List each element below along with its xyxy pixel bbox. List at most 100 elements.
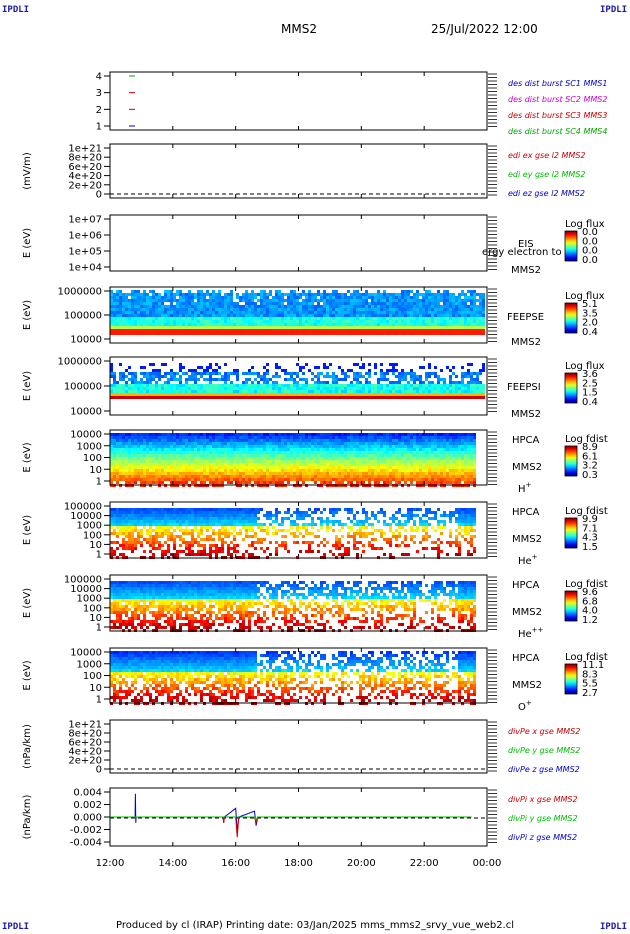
heatmap-cell [410, 475, 413, 478]
heatmap-cell [329, 308, 332, 311]
heatmap-cell [368, 439, 371, 442]
heatmap-cell [125, 433, 128, 436]
y-tick-label: 4e+20 [68, 171, 102, 182]
heatmap-cell [209, 305, 212, 308]
heatmap-cell [470, 302, 473, 305]
heatmap-cell [185, 378, 188, 381]
heatmap-cell [242, 323, 245, 326]
heatmap-cell [200, 290, 203, 293]
heatmap-cell [122, 433, 125, 436]
heatmap-cell [416, 460, 419, 463]
heatmap-cell [419, 317, 422, 320]
heatmap-cell [200, 308, 203, 311]
heatmap-cell [341, 326, 344, 329]
heatmap-cell [263, 454, 266, 457]
heatmap-cell [269, 439, 272, 442]
heatmap-cell [179, 320, 182, 323]
heatmap-cell [251, 329, 254, 332]
heatmap-cell [260, 475, 263, 478]
heatmap-cell [395, 472, 398, 475]
heatmap-cell [473, 296, 476, 299]
heatmap-cell [248, 387, 251, 390]
heatmap-cell [311, 478, 314, 481]
heatmap-cell [176, 442, 179, 445]
heatmap-cell [188, 299, 191, 302]
heatmap-cell [398, 299, 401, 302]
heatmap-cell [287, 320, 290, 323]
heatmap-cell [254, 302, 257, 305]
heatmap-cell [305, 475, 308, 478]
heatmap-cell [176, 481, 179, 484]
heatmap-cell [359, 305, 362, 308]
heatmap-cell [422, 454, 425, 457]
heatmap-cell [245, 439, 248, 442]
heatmap-cell [476, 381, 479, 384]
heatmap-cell [362, 299, 365, 302]
heatmap-cell [323, 396, 326, 399]
heatmap-cell [176, 454, 179, 457]
heatmap-cell [401, 454, 404, 457]
heatmap-cell [293, 478, 296, 481]
heatmap-cell [326, 314, 329, 317]
heatmap-cell [143, 436, 146, 439]
heatmap-cell [254, 326, 257, 329]
heatmap-cell [215, 448, 218, 451]
heatmap-cell [368, 436, 371, 439]
heatmap-cell [269, 460, 272, 463]
heatmap-cell [317, 463, 320, 466]
heatmap-cell [344, 384, 347, 387]
heatmap-cell [227, 302, 230, 305]
heatmap-cell [188, 375, 191, 378]
heatmap-cell [278, 299, 281, 302]
heatmap-cell [428, 296, 431, 299]
heatmap-cell [152, 448, 155, 451]
heatmap-cell [152, 293, 155, 296]
heatmap-cell [236, 448, 239, 451]
colorbar-tick-label: 0.0 [582, 227, 598, 238]
heatmap-cell [125, 457, 128, 460]
heatmap-cell [266, 393, 269, 396]
heatmap-cell [188, 302, 191, 305]
heatmap-cell [137, 469, 140, 472]
heatmap-cell [422, 332, 425, 335]
heatmap-cell [440, 442, 443, 445]
heatmap-cell [275, 451, 278, 454]
heatmap-cell [425, 323, 428, 326]
heatmap-cell [191, 448, 194, 451]
heatmap-cell [170, 466, 173, 469]
heatmap-cell [194, 454, 197, 457]
heatmap-cell [194, 463, 197, 466]
heatmap-cell [299, 466, 302, 469]
heatmap-cell [257, 436, 260, 439]
heatmap-cell [311, 299, 314, 302]
heatmap-cell [176, 372, 179, 375]
heatmap-cell [392, 454, 395, 457]
heatmap-cell [365, 299, 368, 302]
heatmap-cell [419, 387, 422, 390]
heatmap-cell [332, 317, 335, 320]
heatmap-cell [251, 463, 254, 466]
heatmap-cell [227, 454, 230, 457]
heatmap-cell [119, 451, 122, 454]
heatmap-cell [269, 329, 272, 332]
heatmap-cell [353, 290, 356, 293]
heatmap-cell [134, 393, 137, 396]
heatmap-cell [185, 308, 188, 311]
heatmap-cell [179, 481, 182, 484]
heatmap-cell [374, 469, 377, 472]
heatmap-cell [251, 372, 254, 375]
heatmap-cell [137, 317, 140, 320]
heatmap-cell [407, 469, 410, 472]
heatmap-cell [401, 311, 404, 314]
heatmap-cell [236, 390, 239, 393]
heatmap-cell [383, 308, 386, 311]
heatmap-cell [323, 326, 326, 329]
heatmap-cell [437, 329, 440, 332]
heatmap-cell [470, 311, 473, 314]
heatmap-cell [344, 317, 347, 320]
heatmap-cell [194, 433, 197, 436]
heatmap-cell [272, 308, 275, 311]
heatmap-cell [416, 475, 419, 478]
heatmap-cell [311, 311, 314, 314]
heatmap-cell [269, 454, 272, 457]
